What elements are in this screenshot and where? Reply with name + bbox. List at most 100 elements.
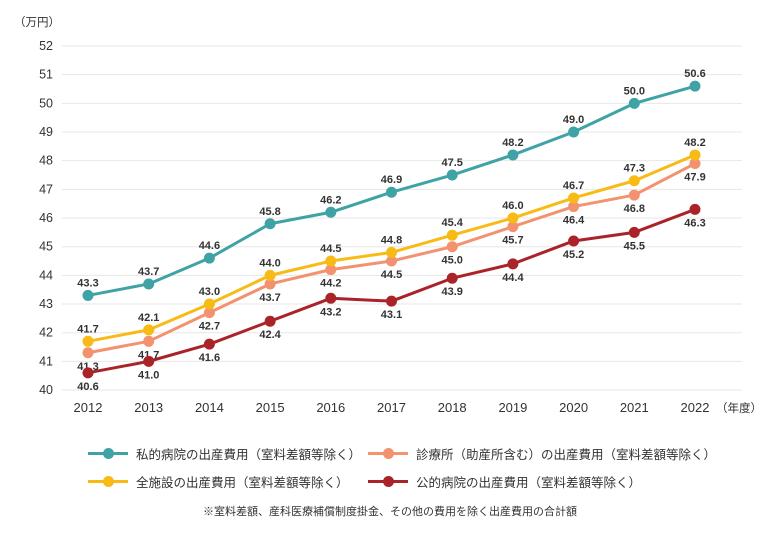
legend-item: 私的病院の出産費用（室料差額等除く）	[88, 442, 368, 464]
value-label: 42.1	[138, 312, 159, 324]
x-axis-unit-label: （年度）	[716, 401, 762, 415]
value-label: 46.8	[624, 203, 645, 215]
chart-footnote: ※室料差額、産科医療補償制度掛金、その他の費用を除く出産費用の合計額	[203, 506, 577, 518]
value-label: 46.3	[684, 217, 705, 229]
data-point	[689, 203, 701, 215]
value-label: 41.6	[199, 352, 220, 364]
value-label: 43.1	[381, 309, 402, 321]
data-point	[264, 315, 276, 327]
data-point	[507, 212, 519, 224]
legend-marker-line-dot	[88, 475, 128, 487]
data-point	[143, 278, 155, 290]
value-label: 43.0	[199, 286, 220, 298]
data-point	[325, 206, 337, 218]
data-point	[568, 235, 580, 247]
data-point	[264, 218, 276, 230]
value-label: 46.7	[563, 180, 584, 192]
data-point	[507, 149, 519, 161]
value-label: 48.2	[684, 137, 705, 149]
data-point	[689, 149, 701, 161]
value-label: 43.7	[138, 266, 159, 278]
value-label: 40.6	[77, 381, 98, 393]
data-point	[325, 255, 337, 267]
data-point	[143, 335, 155, 347]
data-point	[325, 264, 337, 276]
data-point	[203, 298, 215, 310]
x-tick-label: 2013	[134, 400, 163, 415]
line-chart: 40 41 42 43 44 45 46 47 48 49 50 51 52 （万円） 2012 2013 20…	[14, 16, 762, 415]
data-point	[82, 367, 94, 379]
data-point	[386, 255, 397, 267]
value-label: 46.4	[563, 215, 585, 227]
y-tick-label: 41	[39, 354, 53, 368]
value-label: 44.5	[381, 269, 402, 281]
x-tick-label: 2019	[498, 400, 527, 415]
data-point	[264, 269, 276, 281]
data-point	[143, 355, 155, 367]
value-label: 47.9	[684, 172, 705, 184]
y-axis-unit-label: （万円）	[14, 16, 60, 29]
value-label: 45.7	[502, 235, 523, 247]
value-label: 45.2	[563, 249, 584, 261]
legend-marker-line-dot	[368, 447, 408, 459]
x-tick-label: 2015	[256, 400, 285, 415]
data-point	[82, 347, 94, 359]
value-label: 42.4	[259, 329, 281, 341]
data-point	[446, 229, 458, 241]
data-point	[628, 97, 640, 109]
y-tick-label: 42	[39, 326, 53, 340]
data-point	[325, 292, 337, 304]
y-tick-label: 48	[39, 154, 53, 168]
value-label: 43.7	[259, 292, 280, 304]
value-label: 44.2	[320, 278, 341, 290]
data-point	[143, 324, 155, 336]
x-tick-label: 2020	[559, 400, 588, 415]
value-label: 43.2	[320, 306, 341, 318]
legend-item: 診療所（助産所含む）の出産費用（室料差額等除く）	[368, 442, 716, 464]
data-point	[386, 186, 397, 198]
chart-legend: 私的病院の出産費用（室料差額等除く） 診療所（助産所含む）の出産費用（室料差額等除…	[88, 442, 716, 492]
y-tick-label: 49	[39, 125, 53, 139]
x-tick-label: 2014	[195, 400, 224, 415]
y-tick-label: 46	[39, 211, 53, 225]
data-point	[628, 226, 640, 238]
data-point	[628, 189, 640, 201]
legend-label: 公的病院の出産費用（室料差額等除く）	[416, 475, 642, 490]
value-label: 43.3	[77, 277, 98, 289]
value-label: 50.6	[684, 68, 705, 80]
x-tick-label: 2012	[74, 400, 103, 415]
value-label: 41.7	[77, 323, 98, 335]
y-tick-label: 47	[39, 182, 53, 196]
data-point	[446, 272, 458, 284]
data-point	[82, 335, 94, 347]
data-point	[386, 295, 397, 307]
value-label: 45.8	[259, 206, 280, 218]
y-tick-label: 45	[39, 240, 53, 254]
value-label: 44.5	[320, 243, 341, 255]
data-point	[203, 307, 215, 319]
y-tick-label: 44	[39, 268, 53, 282]
x-tick-label: 2021	[620, 400, 649, 415]
legend-item: 全施設の出産費用（室料差額等除く）	[88, 470, 368, 492]
data-point	[568, 126, 580, 138]
value-label: 50.0	[624, 85, 645, 97]
value-label: 44.6	[199, 240, 220, 252]
value-label: 47.5	[441, 157, 462, 169]
data-point	[507, 258, 519, 270]
value-label: 45.5	[624, 240, 645, 252]
value-label: 41.7	[138, 349, 159, 361]
data-point	[203, 338, 215, 350]
value-label: 46.2	[320, 194, 341, 206]
y-tick-label: 51	[39, 68, 53, 82]
value-label: 49.0	[563, 114, 584, 126]
value-label: 44.4	[502, 272, 524, 284]
x-tick-label: 2016	[316, 400, 345, 415]
value-label: 46.0	[502, 200, 523, 212]
legend-item: 公的病院の出産費用（室料差額等除く）	[368, 470, 716, 492]
data-point	[203, 252, 215, 264]
x-tick-label: 2022	[681, 400, 710, 415]
y-tick-label: 52	[39, 39, 53, 53]
value-label: 42.7	[199, 321, 220, 333]
data-point	[82, 289, 94, 301]
